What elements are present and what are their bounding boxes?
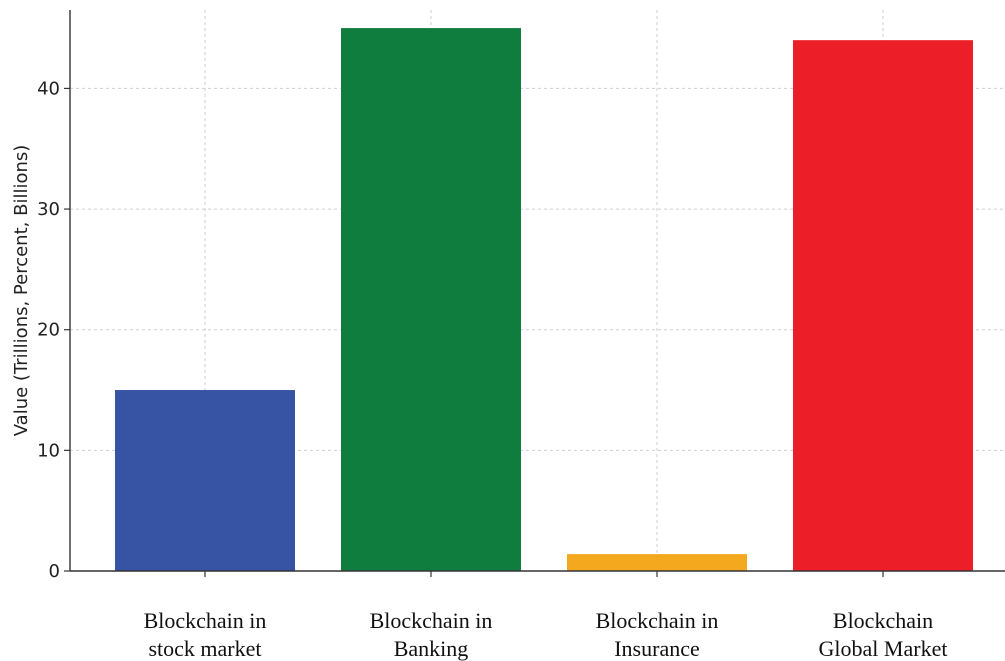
y-tick-label: 0 [49, 561, 60, 582]
y-tick-label: 30 [37, 199, 60, 220]
x-category-label: Blockchain in Banking [370, 608, 493, 661]
y-tick-label: 20 [37, 320, 60, 341]
x-category-label-line: Blockchain in [144, 608, 267, 633]
x-category-label-line: Blockchain [833, 608, 933, 633]
y-tick-label: 40 [37, 78, 60, 99]
x-category-label-line: Insurance [614, 636, 700, 661]
x-category-label-line: Banking [394, 636, 469, 661]
y-axis-title: Value (Trillions, Percent, Billions) [11, 145, 32, 437]
x-category-label: Blockchain Global Market [819, 608, 948, 661]
x-category-label-line: Global Market [819, 636, 948, 661]
axes-layer [64, 10, 1005, 577]
y-tick-label: 10 [37, 440, 60, 461]
x-category-label-line: stock market [148, 636, 261, 661]
x-category-label: Blockchain in stock market [144, 608, 267, 661]
bar [567, 554, 747, 571]
x-category-label-line: Blockchain in [370, 608, 493, 633]
bar [793, 40, 973, 571]
x-category-label: Blockchain in Insurance [596, 608, 719, 661]
bar [341, 28, 521, 571]
x-category-label-line: Blockchain in [596, 608, 719, 633]
bar [115, 390, 295, 571]
bars-layer [115, 28, 973, 571]
